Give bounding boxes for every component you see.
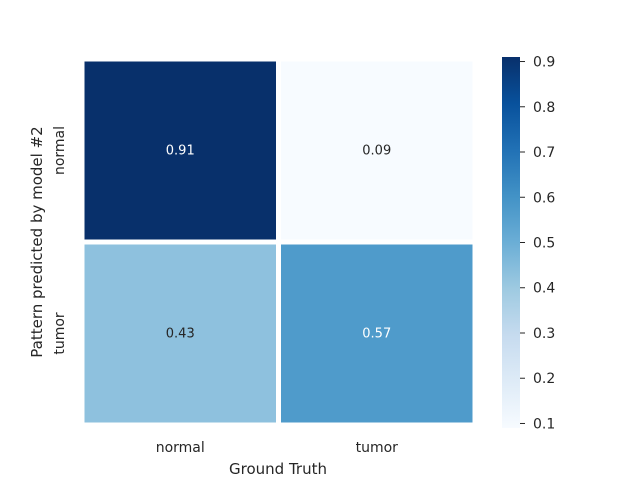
colorbar-tick-label: 0.5	[533, 236, 555, 252]
heatmap-cell-normal-normal	[79, 56, 281, 245]
heatmap-cell-tumor-normal	[79, 239, 281, 428]
colorbar-tick-label: 0.4	[533, 281, 555, 297]
heatmap-cell-normal-tumor	[276, 56, 478, 245]
colorbar-tick-label: 0.7	[533, 145, 555, 161]
heatmap-cells	[79, 56, 478, 428]
cell-value-label: 0.91	[166, 144, 195, 159]
colorbar-tick-label: 0.3	[533, 326, 555, 342]
cell-value-label: 0.57	[362, 327, 391, 342]
x-tick-labels: normal tumor	[156, 440, 398, 456]
heatmap-cell-labels: 0.91 0.09 0.43 0.57	[166, 144, 391, 342]
colorbar-tick-label: 0.2	[533, 371, 555, 387]
y-axis-label: Pattern predicted by model #2	[28, 126, 46, 357]
cell-value-label: 0.09	[362, 144, 391, 159]
colorbar-tick-label: 0.8	[533, 100, 555, 116]
y-tick-label: normal	[52, 126, 68, 175]
x-tick-label: normal	[156, 440, 205, 456]
x-tick-label: tumor	[356, 440, 399, 456]
heatmap-cell-tumor-tumor	[276, 239, 478, 428]
colorbar-tick-label: 0.6	[533, 190, 555, 206]
cell-value-label: 0.43	[166, 327, 195, 342]
colorbar-ticks: 0.1 0.2 0.3 0.4 0.5 0.6 0.7 0.8 0.9	[520, 55, 555, 432]
colorbar-tick-label: 0.9	[533, 55, 555, 71]
y-tick-labels: normal tumor	[52, 126, 68, 355]
colorbar	[502, 57, 520, 428]
colorbar-tick-label: 0.1	[533, 416, 555, 432]
x-axis-label: Ground Truth	[229, 460, 327, 478]
y-tick-label: tumor	[52, 312, 68, 355]
